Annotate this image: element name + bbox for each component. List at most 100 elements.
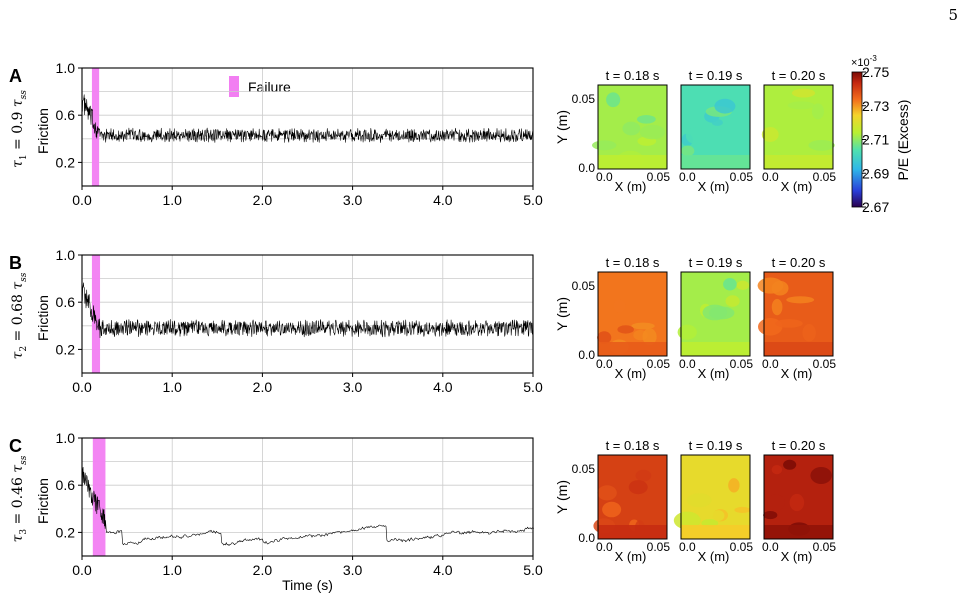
map-y-axis-title: Y (m) <box>554 110 570 144</box>
plot-frame <box>81 254 534 374</box>
map-x-tick-label: 0.05 <box>647 540 671 554</box>
snapshot-map: t = 0.20 s 0.0 0.05X (m) <box>761 68 837 194</box>
stress-ratio-label: τ1 = 0.9 τss <box>10 90 29 168</box>
friction-trace <box>82 282 534 338</box>
map-x-tick-label: 0.05 <box>813 170 837 184</box>
failure-legend-label: Failure <box>248 79 291 95</box>
colorbar-tick-label: 2.75 <box>862 64 889 80</box>
y-tick-label: 0.2 <box>56 154 76 170</box>
field-patch <box>761 127 779 142</box>
field-band <box>681 342 750 356</box>
snapshot-time: t = 0.18 s <box>606 438 660 453</box>
panel-letter: A <box>9 66 22 86</box>
field-band <box>598 155 667 169</box>
y-tick-label: 1.0 <box>56 430 76 446</box>
snapshot-map: t = 0.19 s 0.0 0.05X (m) <box>673 438 753 564</box>
field-band <box>764 525 833 539</box>
snapshot-map: t = 0.20 s 0.0 0.05X (m) <box>762 438 836 564</box>
x-tick-label: 1.0 <box>162 192 182 208</box>
map-frame <box>763 271 834 357</box>
field-band <box>598 342 667 356</box>
field-patch <box>786 296 815 304</box>
map-x-axis-title: X (m) <box>781 179 813 194</box>
x-tick-label: 2.0 <box>253 192 273 208</box>
y-tick-label: 1.0 <box>56 60 76 76</box>
field-band <box>598 525 667 539</box>
snapshot-map: t = 0.20 s 0.0 0.05X (m) <box>757 255 837 381</box>
field-patch <box>622 121 641 136</box>
map-x-axis-title: X (m) <box>698 366 730 381</box>
map-frame <box>680 271 751 357</box>
y-tick-label: 0.6 <box>56 477 76 493</box>
map-y-tick-label: 0.0 <box>578 348 595 362</box>
y-axis-title: Friction <box>35 108 51 154</box>
panels: Aτ1 = 0.9 τss Friction 0.2 0.6 1.0 0.0 1.0 2.0 3… <box>9 60 836 593</box>
field-patch <box>763 510 778 520</box>
colorbar-label: P/E (Excess) <box>895 100 911 181</box>
field-patch <box>771 464 783 475</box>
colorbar-multiplier: ×10-3 <box>851 54 877 69</box>
field-patch <box>775 319 803 328</box>
map-x-axis-title: X (m) <box>615 179 647 194</box>
map-x-axis-title: X (m) <box>781 366 813 381</box>
map-x-tick-label: 0.05 <box>813 357 837 371</box>
map-frame <box>597 454 668 540</box>
panel-B: Bτ2 = 0.68 τss Friction 0.2 0.6 1.0 0.0 1.0 2.0… <box>9 247 836 395</box>
colorbar-tick-label: 2.71 <box>862 132 889 148</box>
field-patch <box>783 459 797 470</box>
x-tick-label: 3.0 <box>343 379 363 395</box>
map-y-axis-title: Y (m) <box>554 480 570 514</box>
field-patch <box>602 501 622 518</box>
x-tick-label: 2.0 <box>253 562 273 578</box>
y-tick-label: 0.6 <box>56 294 76 310</box>
field-patch <box>811 103 824 120</box>
snapshot-map: t = 0.18 s0.0 0.05X (m)0.00.05 <box>572 438 671 564</box>
field-patch <box>712 510 725 522</box>
map-y-tick-label: 0.05 <box>572 279 596 293</box>
map-x-tick-label: 0.05 <box>813 540 837 554</box>
x-tick-label: 0.0 <box>72 379 92 395</box>
field-patch <box>789 493 805 512</box>
field-patch <box>591 140 617 151</box>
snapshot-time: t = 0.19 s <box>689 255 743 270</box>
field-patch <box>628 480 648 495</box>
snapshot-time: t = 0.20 s <box>772 68 826 83</box>
map-x-tick-label: 0.0 <box>596 540 613 554</box>
field-patch <box>734 506 751 514</box>
field-patch <box>802 324 816 342</box>
field-patch <box>635 469 652 482</box>
field-patch <box>639 124 666 140</box>
map-x-tick-label: 0.0 <box>762 540 779 554</box>
failure-legend-swatch <box>229 76 239 97</box>
y-axis-title: Friction <box>35 295 51 341</box>
y-tick-label: 0.6 <box>56 107 76 123</box>
map-frame <box>680 454 751 540</box>
friction-trace <box>82 94 534 143</box>
field-patch <box>597 485 617 501</box>
panel-C: Cτ3 = 0.46 τss Friction 0.2 0.6 1.0 0.0 1.0 2.0… <box>9 430 836 593</box>
plot-frame <box>81 437 534 557</box>
map-x-axis-title: X (m) <box>698 549 730 564</box>
x-axis-title: Time (s) <box>282 577 333 593</box>
snapshot-map: t = 0.18 s0.0 0.05X (m)0.00.05 <box>572 255 671 381</box>
x-tick-label: 0.0 <box>72 192 92 208</box>
field-patch <box>791 88 816 98</box>
map-frame <box>597 271 668 357</box>
field-band <box>764 155 833 169</box>
field-patch <box>723 278 737 291</box>
snapshot-time: t = 0.18 s <box>606 255 660 270</box>
map-y-tick-label: 0.0 <box>578 531 595 545</box>
map-y-tick-label: 0.05 <box>572 92 596 106</box>
stress-ratio-label: τ3 = 0.46 τss <box>10 455 29 542</box>
x-tick-label: 2.0 <box>253 379 273 395</box>
field-patch <box>714 98 736 114</box>
map-x-tick-label: 0.05 <box>647 357 671 371</box>
field-patch <box>636 114 656 124</box>
field-patch <box>771 298 783 316</box>
x-tick-label: 3.0 <box>343 562 363 578</box>
colorbar-tick-label: 2.67 <box>862 199 889 215</box>
field-patch <box>606 92 621 108</box>
field-patch <box>677 324 697 340</box>
colorbar-tick-label: 2.73 <box>862 98 889 114</box>
map-frame <box>597 84 668 170</box>
